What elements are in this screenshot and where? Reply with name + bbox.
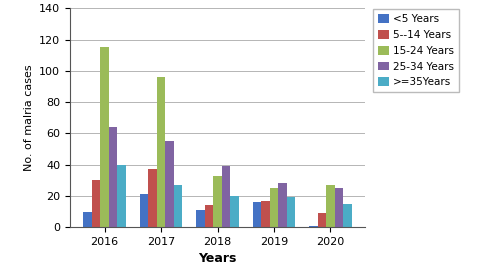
- Bar: [222, 166, 230, 227]
- Bar: [278, 183, 286, 227]
- Bar: [343, 204, 351, 227]
- Bar: [100, 47, 109, 227]
- Bar: [205, 205, 214, 227]
- X-axis label: Years: Years: [198, 252, 236, 265]
- Bar: [230, 196, 238, 227]
- Bar: [334, 188, 343, 227]
- Bar: [166, 141, 173, 227]
- Bar: [318, 213, 326, 227]
- Y-axis label: No. of malria cases: No. of malria cases: [24, 65, 34, 171]
- Bar: [326, 185, 334, 227]
- Bar: [118, 165, 126, 227]
- Bar: [148, 169, 157, 227]
- Bar: [253, 202, 262, 227]
- Bar: [157, 77, 166, 227]
- Bar: [92, 180, 100, 227]
- Bar: [286, 198, 295, 227]
- Bar: [309, 225, 318, 227]
- Bar: [109, 127, 118, 227]
- Bar: [140, 194, 148, 227]
- Bar: [196, 210, 205, 227]
- Bar: [270, 188, 278, 227]
- Bar: [214, 176, 222, 227]
- Bar: [174, 185, 182, 227]
- Bar: [84, 212, 92, 227]
- Bar: [262, 201, 270, 227]
- Legend: <5 Years, 5--14 Years, 15-24 Years, 25-34 Years, >=35Years: <5 Years, 5--14 Years, 15-24 Years, 25-3…: [373, 9, 459, 93]
